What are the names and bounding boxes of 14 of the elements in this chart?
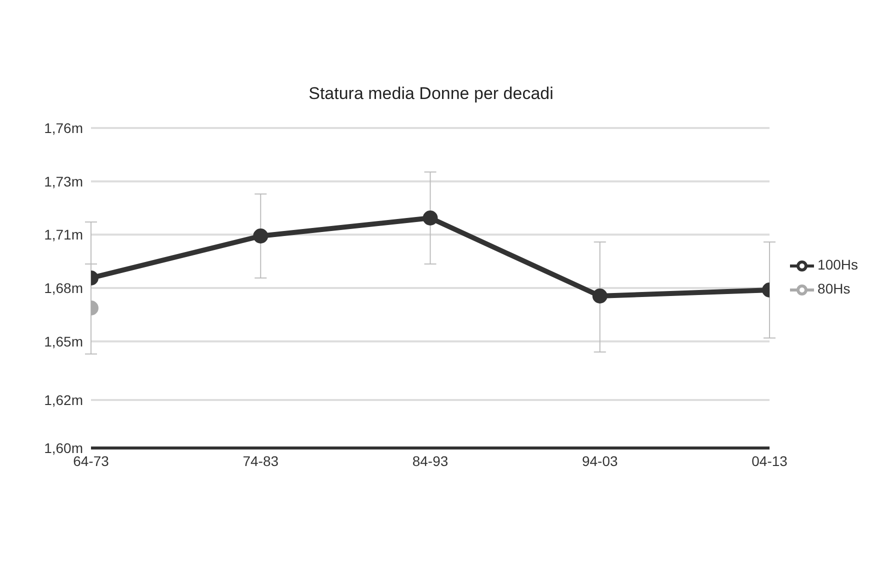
- y-tick-label: 1,76m: [44, 120, 83, 136]
- x-tick-label: 94-03: [582, 452, 618, 469]
- y-tick-label: 1,68m: [44, 280, 83, 296]
- legend-label: 100Hs: [818, 256, 858, 273]
- y-tick-label: 1,65m: [44, 333, 83, 350]
- y-tick-label: 1,71m: [44, 226, 83, 243]
- x-tick-label: 84-93: [412, 452, 448, 469]
- x-tick-label: 04-13: [752, 452, 788, 469]
- y-tick-label: 1,62m: [44, 392, 83, 408]
- legend-label: 80Hs: [818, 280, 850, 297]
- chart-title: Statura media Donne per decadi: [308, 84, 554, 104]
- point: [422, 210, 438, 226]
- y-tick-label: 1,73m: [44, 173, 83, 190]
- x-tick-label: 74-83: [242, 452, 279, 469]
